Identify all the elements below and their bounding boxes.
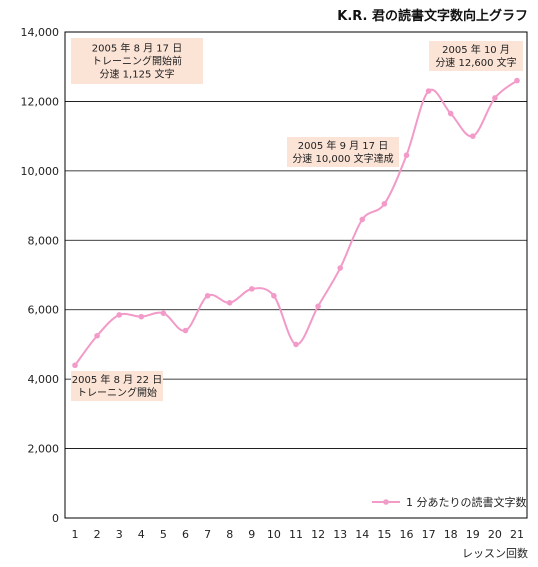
x-tick-label: 9: [248, 528, 255, 541]
data-point: [359, 216, 366, 223]
annotation-text: 2005 年 9 月 17 日: [298, 139, 388, 152]
x-tick-label: 4: [138, 528, 145, 541]
y-tick-label: 10,000: [21, 165, 60, 178]
x-tick-label: 6: [182, 528, 189, 541]
data-point: [425, 88, 432, 94]
x-axis-ticks: 1 2 3 4 5 6 7 8 9 10 11 12 13 14 15 16 17 18 19 20 21: [72, 528, 525, 541]
x-tick-label: 10: [267, 528, 281, 541]
legend-marker: [383, 499, 389, 505]
x-tick-label: 21: [510, 528, 524, 541]
y-tick-label: 0: [52, 512, 59, 525]
data-point: [160, 310, 167, 316]
x-tick-label: 20: [488, 528, 502, 541]
annotation-box: [429, 41, 523, 71]
data-point: [315, 303, 321, 310]
x-tick-label: 11: [289, 528, 303, 541]
y-tick-label: 8,000: [28, 234, 60, 247]
y-tick-label: 4,000: [28, 373, 60, 386]
y-axis-ticks: 0 2,000 4,000 6,000 8,000 10,000 12,000 14,000: [21, 26, 60, 525]
x-tick-label: 15: [377, 528, 391, 541]
legend: 1 分あたりの読書文字数: [372, 495, 527, 509]
x-tick-label: 3: [116, 528, 123, 541]
data-point: [94, 332, 100, 339]
annotation-text: 2005 年 8 月 17 日: [92, 42, 182, 55]
x-tick-label: 16: [400, 528, 414, 541]
data-point: [403, 152, 410, 159]
x-tick-label: 7: [204, 528, 211, 541]
data-point: [226, 299, 233, 306]
annotation-text: トレーニング開始: [77, 386, 157, 399]
annotation-text: 分速 12,600 文字: [435, 56, 516, 69]
y-tick-label: 6,000: [28, 304, 60, 317]
annotation-text: トレーニング開始前: [92, 55, 182, 68]
data-point: [470, 133, 476, 139]
data-point: [514, 77, 520, 84]
annotation-text: 2005 年 8 月 22 日: [72, 373, 162, 386]
annotation: 2005 年 9 月 17 日分速 10,000 文字達成: [287, 137, 399, 167]
data-point: [204, 293, 211, 299]
x-tick-label: 2: [94, 528, 101, 541]
annotation-text: 分速 1,125 文字: [100, 68, 175, 81]
x-tick-label: 12: [311, 528, 325, 541]
x-tick-label: 13: [333, 528, 347, 541]
data-point: [447, 110, 454, 117]
legend-label: 1 分あたりの読書文字数: [406, 495, 527, 509]
annotation-text: 2005 年 10 月: [442, 43, 510, 56]
data-point: [293, 341, 299, 348]
annotation: 2005 年 10 月分速 12,600 文字: [429, 41, 523, 71]
x-tick-label: 14: [355, 528, 369, 541]
data-series: [72, 77, 520, 369]
data-point: [72, 362, 78, 369]
y-tick-label: 2,000: [28, 443, 60, 456]
x-axis-label: レッスン回数: [462, 547, 528, 560]
x-tick-label: 5: [160, 528, 167, 541]
annotation-box: [287, 137, 399, 167]
series-line: [74, 79, 518, 366]
annotation-box: [71, 371, 163, 401]
chart-title: K.R. 君の読書文字数向上グラフ: [337, 8, 528, 24]
x-tick-label: 1: [72, 528, 79, 541]
x-tick-label: 17: [422, 528, 436, 541]
y-tick-label: 12,000: [21, 95, 60, 108]
data-point: [249, 286, 255, 292]
annotation-text: 分速 10,000 文字達成: [292, 152, 393, 165]
data-point: [271, 293, 277, 299]
data-point: [381, 201, 388, 207]
x-tick-label: 19: [466, 528, 480, 541]
x-tick-label: 18: [444, 528, 458, 541]
data-point: [337, 265, 344, 271]
data-point: [116, 312, 122, 318]
data-point: [182, 327, 189, 334]
y-tick-label: 14,000: [21, 26, 60, 39]
data-point: [492, 95, 498, 101]
plot-frame: [64, 31, 528, 519]
annotation-box: [71, 38, 203, 84]
data-point: [138, 313, 145, 320]
x-tick-label: 8: [226, 528, 233, 541]
